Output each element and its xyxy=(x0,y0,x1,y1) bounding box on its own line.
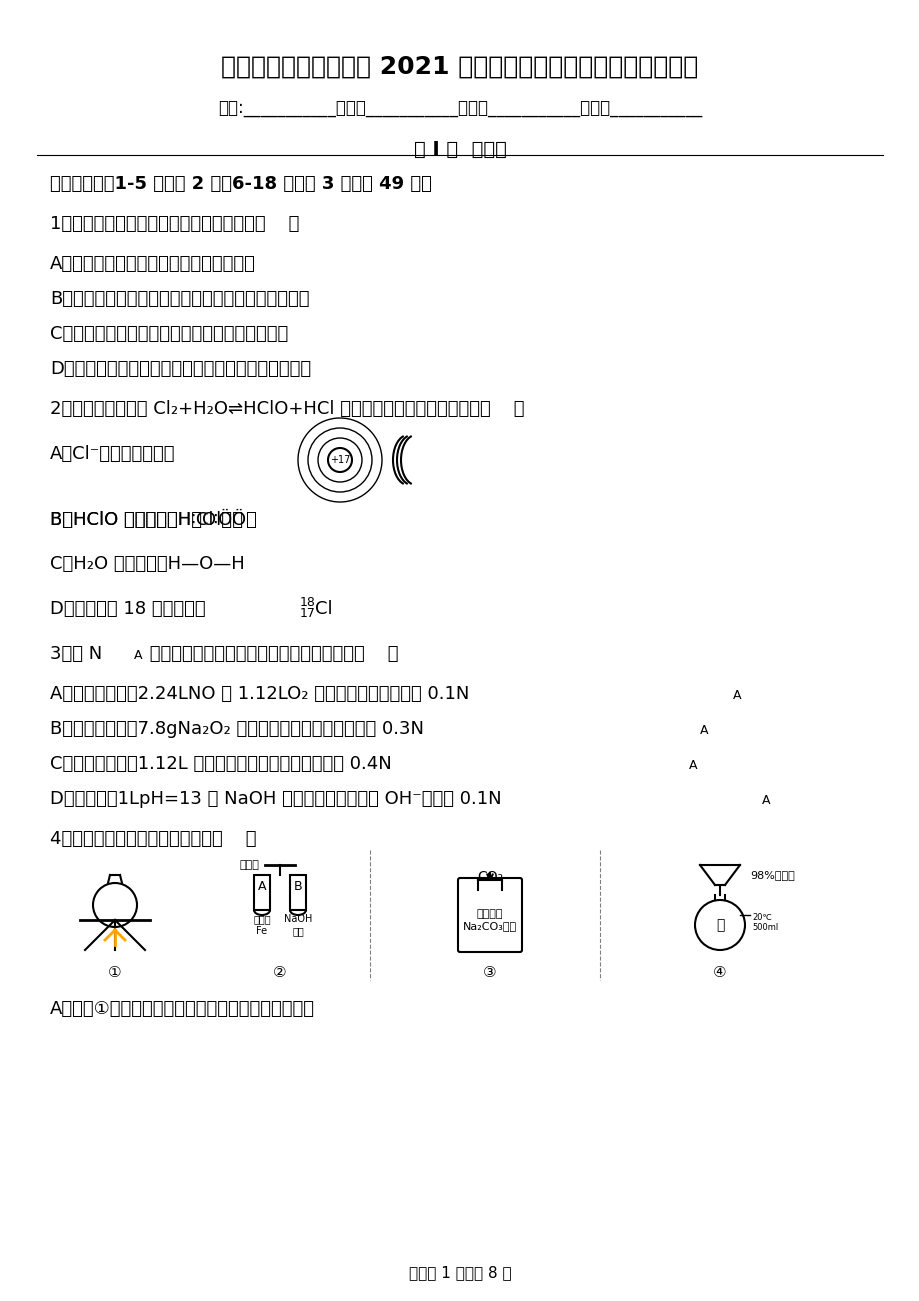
Text: A: A xyxy=(761,794,770,807)
Text: 98%浓硫酸: 98%浓硫酸 xyxy=(749,870,794,879)
Text: D．室温下，1LpH=13 的 NaOH 溶液中，由水电离的 OH⁻数目为 0.1N: D．室温下，1LpH=13 的 NaOH 溶液中，由水电离的 OH⁻数目为 0.… xyxy=(50,790,501,808)
Text: B．HClO 的电子式：H：Ol：Ö：: B．HClO 的电子式：H：Ol：Ö： xyxy=(50,510,256,530)
Text: 第 I 卷  客观题: 第 I 卷 客观题 xyxy=(414,141,505,159)
Text: ④: ④ xyxy=(712,965,726,980)
Text: ①: ① xyxy=(108,965,121,980)
Circle shape xyxy=(328,448,352,472)
Text: 1．下列物质性质与应用对应关系正确的是（    ）: 1．下列物质性质与应用对应关系正确的是（ ） xyxy=(50,215,299,233)
Text: B．HClO 的电子式：H∶Cl∶Ö：: B．HClO 的电子式：H∶Cl∶Ö： xyxy=(50,510,243,530)
Text: A: A xyxy=(134,649,142,662)
Text: 3．设 N: 3．设 N xyxy=(50,645,102,664)
FancyBboxPatch shape xyxy=(458,878,521,952)
Text: B．常温常压下，7.8gNa₂O₂ 晶体中阳离子和阴离子总数为 0.3N: B．常温常压下，7.8gNa₂O₂ 晶体中阳离子和阴离子总数为 0.3N xyxy=(50,719,424,738)
Text: C．标准状况下，1.12L 乙烷分子中含有共价键的数目为 0.4N: C．标准状况下，1.12L 乙烷分子中含有共价键的数目为 0.4N xyxy=(50,755,391,773)
Text: C．纯碱能与酸反应，可用作治疗胃酸过多的药物: C．纯碱能与酸反应，可用作治疗胃酸过多的药物 xyxy=(50,325,288,343)
Text: 17: 17 xyxy=(300,608,315,621)
Text: 试卷第 1 页，总 8 页: 试卷第 1 页，总 8 页 xyxy=(408,1265,511,1280)
Text: 18: 18 xyxy=(300,596,315,609)
Text: D．中子数为 18 的氯原子：: D．中子数为 18 的氯原子： xyxy=(50,600,206,618)
Text: 一、选择题（1-5 每小题 2 分，6-18 每小题 3 分，共 49 分）: 一、选择题（1-5 每小题 2 分，6-18 每小题 3 分，共 49 分） xyxy=(50,176,431,193)
Text: 甘肃省天水市第一中学 2021 届高三上学期第二学段考试化学试题: 甘肃省天水市第一中学 2021 届高三上学期第二学段考试化学试题 xyxy=(221,55,698,79)
Text: B．液氨汽化时要吸收大量的热，工业上可用作制冷剂: B．液氨汽化时要吸收大量的热，工业上可用作制冷剂 xyxy=(50,290,309,308)
Text: ②: ② xyxy=(273,965,287,980)
Text: B: B xyxy=(293,879,302,892)
Text: A．标准状况下，2.24LNO 与 1.12LO₂ 混合后气体分子总数为 0.1N: A．标准状况下，2.24LNO 与 1.12LO₂ 混合后气体分子总数为 0.1… xyxy=(50,686,469,703)
Text: 2．用化学用语表示 Cl₂+H₂O⇌HClO+HCl 中的相关微粒，其中正确的是（    ）: 2．用化学用语表示 Cl₂+H₂O⇌HClO+HCl 中的相关微粒，其中正确的是… xyxy=(50,399,524,418)
Text: A: A xyxy=(688,758,697,771)
Text: A: A xyxy=(699,723,708,736)
Text: A．用图①装置将氯化铁溶液直接蒸干得到氯化铁固体: A．用图①装置将氯化铁溶液直接蒸干得到氯化铁固体 xyxy=(50,1000,314,1017)
Text: 学校:___________姓名：___________班级：___________考号：___________: 学校:___________姓名：___________班级：_________… xyxy=(218,100,701,118)
Text: A．次氯酸有酸性，可用于漂白、杀菌消毒: A．次氯酸有酸性，可用于漂白、杀菌消毒 xyxy=(50,255,255,273)
Text: A．Cl⁻的结构示意图：: A．Cl⁻的结构示意图： xyxy=(50,445,176,463)
Text: NaOH
溶液: NaOH 溶液 xyxy=(283,915,312,935)
Text: D．晶体硅的熔点高、硬度大，可用于制作半导体材料: D．晶体硅的熔点高、硬度大，可用于制作半导体材料 xyxy=(50,360,311,379)
Text: A: A xyxy=(732,690,741,703)
Text: CO₂: CO₂ xyxy=(476,870,503,883)
FancyBboxPatch shape xyxy=(289,876,306,909)
Text: 稀硫酸
Fe: 稀硫酸 Fe xyxy=(253,915,270,935)
Text: 水: 水 xyxy=(715,919,723,932)
Text: ③: ③ xyxy=(482,965,496,980)
Text: 为阿伏加德罗常数的值。下列叙述正确的是（    ）: 为阿伏加德罗常数的值。下列叙述正确的是（ ） xyxy=(144,645,398,664)
FancyBboxPatch shape xyxy=(254,876,269,909)
Text: 止水夹: 止水夹 xyxy=(240,860,259,870)
Text: 20℃
500ml: 20℃ 500ml xyxy=(751,913,777,933)
Text: +17: +17 xyxy=(329,455,350,464)
Text: 4．下列装置能达到实验目的的是（    ）: 4．下列装置能达到实验目的的是（ ） xyxy=(50,830,256,848)
Text: C．H₂O 的结构式：H—O—H: C．H₂O 的结构式：H—O—H xyxy=(50,556,244,572)
Text: A: A xyxy=(257,879,266,892)
Text: Cl: Cl xyxy=(314,600,333,618)
Text: 足量饱和
Na₂CO₃溶液: 足量饱和 Na₂CO₃溶液 xyxy=(462,909,516,930)
